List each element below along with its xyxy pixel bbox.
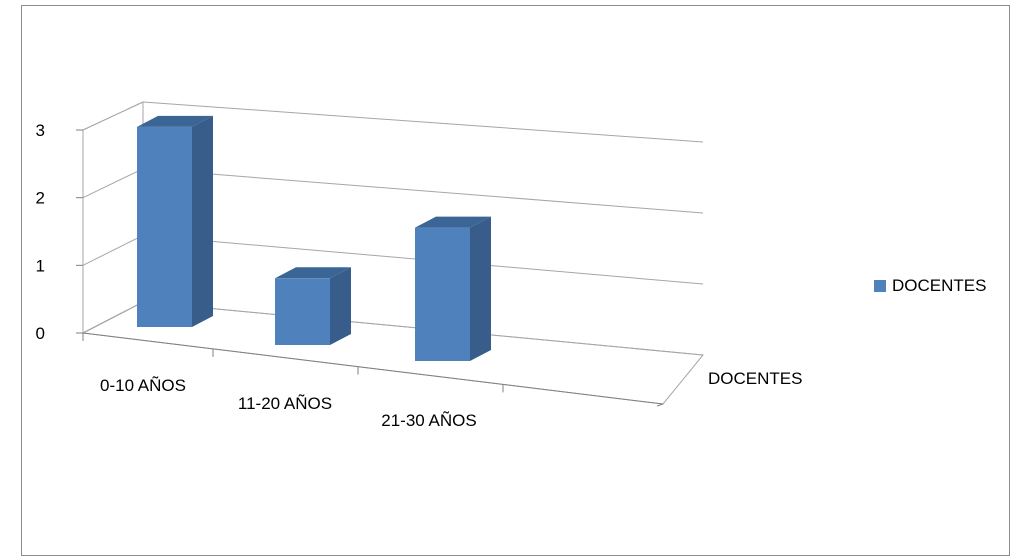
side-gridline	[82, 234, 144, 266]
y-tick-label: 3	[36, 121, 45, 140]
y-tick-label: 0	[36, 324, 45, 343]
side-wall	[82, 101, 144, 334]
y-tick-label: 1	[36, 256, 45, 275]
gridline	[142, 168, 704, 214]
bar	[275, 278, 330, 345]
axes	[76, 101, 704, 407]
bar-top	[275, 267, 351, 279]
bar-side	[330, 267, 351, 345]
bar	[137, 126, 192, 328]
bar	[415, 227, 470, 361]
x-tick-label: 21-30 AÑOS	[381, 411, 476, 430]
gridline	[142, 101, 704, 143]
depth-axis-label: DOCENTES	[708, 369, 802, 388]
x-tick-label: 0-10 AÑOS	[100, 376, 186, 395]
bar-top	[137, 115, 213, 127]
labels: 0 1 2 3 0-10 AÑOS 11-20 AÑOS 21-30 AÑOS DOCENTE…	[36, 121, 803, 430]
legend: DOCENTES	[874, 276, 986, 296]
legend-swatch	[874, 280, 886, 292]
bar-side	[470, 216, 491, 361]
bar-side	[192, 115, 213, 328]
chart-frame	[21, 5, 1010, 556]
x-axis	[82, 332, 664, 405]
side-gridline	[82, 168, 144, 199]
x-tick-label: 11-20 AÑOS	[238, 394, 332, 413]
bar-top	[415, 216, 491, 228]
bars	[137, 115, 491, 361]
y-tick-label: 2	[36, 189, 45, 208]
depth-tick-mark	[656, 403, 664, 407]
legend-label: DOCENTES	[892, 276, 987, 295]
